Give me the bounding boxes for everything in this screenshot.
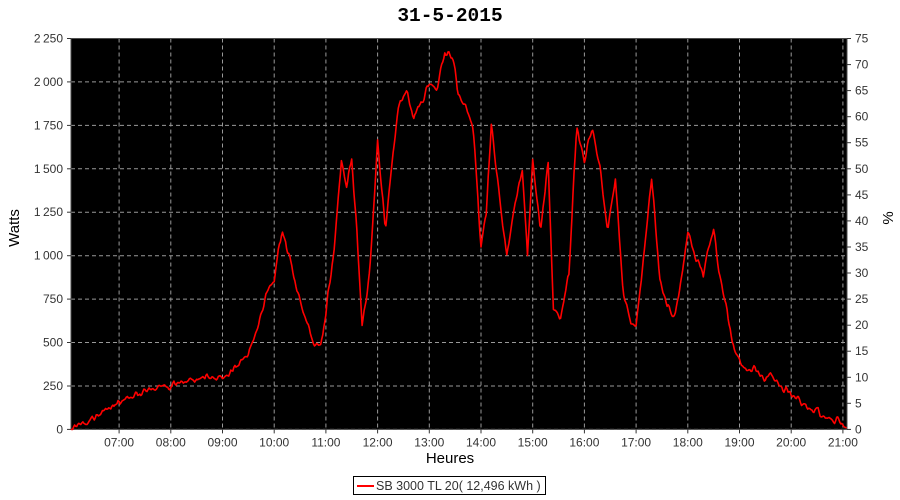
svg-text:19:00: 19:00 (724, 435, 754, 449)
svg-text:750: 750 (43, 292, 63, 306)
svg-text:25: 25 (855, 292, 869, 306)
svg-text:30: 30 (855, 266, 869, 280)
svg-text:11:00: 11:00 (311, 435, 340, 449)
svg-text:45: 45 (855, 188, 869, 202)
svg-text:40: 40 (855, 214, 869, 228)
svg-text:14:00: 14:00 (466, 435, 496, 449)
svg-text:5: 5 (855, 396, 862, 410)
svg-text:10: 10 (855, 370, 869, 384)
svg-text:13:00: 13:00 (414, 435, 444, 449)
svg-text:15:00: 15:00 (518, 435, 548, 449)
svg-text:70: 70 (855, 58, 869, 72)
svg-text:20: 20 (855, 318, 869, 332)
svg-text:21:00: 21:00 (828, 435, 858, 449)
svg-text:55: 55 (855, 136, 869, 150)
svg-text:16:00: 16:00 (569, 435, 599, 449)
svg-text:50: 50 (855, 162, 869, 176)
svg-text:500: 500 (43, 336, 63, 350)
svg-text:0: 0 (56, 422, 63, 436)
svg-text:12:00: 12:00 (363, 435, 393, 449)
svg-text:1 500: 1 500 (34, 162, 63, 176)
svg-text:0: 0 (855, 422, 862, 436)
svg-text:75: 75 (855, 32, 869, 46)
svg-text:07:00: 07:00 (104, 435, 134, 449)
svg-text:2 250: 2 250 (34, 32, 63, 46)
svg-text:17:00: 17:00 (621, 435, 651, 449)
svg-text:2 000: 2 000 (34, 75, 63, 89)
svg-text:09:00: 09:00 (207, 435, 237, 449)
svg-text:20:00: 20:00 (776, 435, 806, 449)
svg-text:1 250: 1 250 (34, 205, 63, 219)
svg-text:60: 60 (855, 110, 869, 124)
svg-text:250: 250 (43, 379, 63, 393)
svg-text:18:00: 18:00 (673, 435, 703, 449)
svg-text:08:00: 08:00 (156, 435, 186, 449)
svg-text:15: 15 (855, 344, 869, 358)
svg-text:65: 65 (855, 84, 869, 98)
svg-text:1 750: 1 750 (34, 118, 63, 132)
svg-text:35: 35 (855, 240, 869, 254)
svg-text:10:00: 10:00 (259, 435, 289, 449)
svg-text:1 000: 1 000 (34, 249, 63, 263)
